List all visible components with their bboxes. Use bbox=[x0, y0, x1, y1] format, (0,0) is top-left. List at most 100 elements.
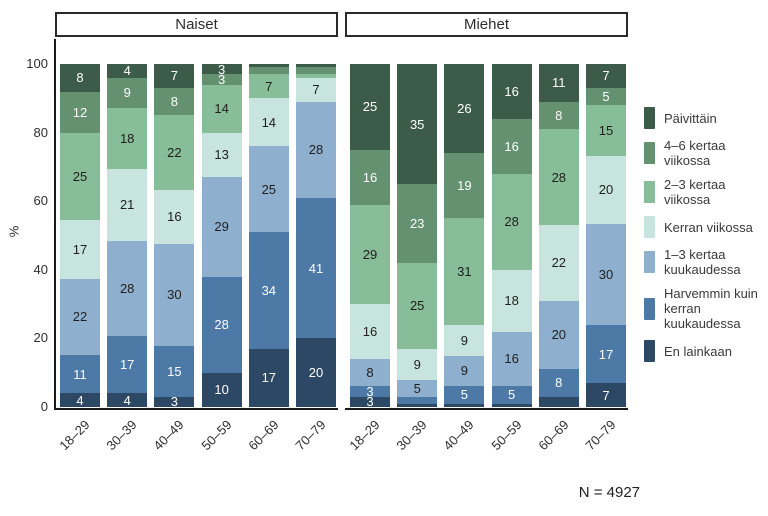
x-tick-label: 40–49 bbox=[150, 417, 187, 454]
bar-segment-label: 41 bbox=[308, 260, 324, 276]
bar-segment-label: 20 bbox=[551, 327, 567, 343]
bar-segment-label: 29 bbox=[362, 246, 378, 262]
bar-segment: 28 bbox=[107, 240, 148, 336]
bar-segment-label: 19 bbox=[457, 178, 472, 194]
x-tick-label: 30–39 bbox=[103, 417, 140, 454]
bar-segment: 5 bbox=[586, 87, 626, 105]
bar-segment-label: 4 bbox=[76, 392, 84, 408]
bar-segment-label: 7 bbox=[602, 387, 610, 403]
legend-swatch-icon bbox=[644, 251, 655, 273]
bar-segment: 12 bbox=[60, 91, 100, 134]
bar-segment-label: 28 bbox=[214, 317, 229, 333]
bar-segment-label: 17 bbox=[261, 370, 277, 386]
bar-segment: 25 bbox=[350, 64, 390, 150]
bar-segment-label: 18 bbox=[119, 131, 135, 147]
legend-swatch-icon bbox=[644, 142, 655, 164]
y-tick-label: 60 bbox=[33, 193, 48, 209]
bar-segment: 30 bbox=[154, 243, 195, 346]
bar-segment: 3 bbox=[350, 395, 390, 408]
bar-segment-label: 34 bbox=[261, 282, 277, 298]
bar-segment: 16 bbox=[154, 189, 195, 244]
bar-segment-label: 20 bbox=[308, 365, 324, 381]
legend-item: En lainkaan bbox=[644, 340, 764, 362]
bar-segment: 25 bbox=[397, 262, 438, 349]
x-axis-line bbox=[55, 408, 338, 410]
bar-naiset-70–79: 7 28 41 20 bbox=[296, 64, 336, 407]
bar-segment: 9 bbox=[107, 77, 148, 109]
panel-title-miehet: Miehet bbox=[345, 12, 628, 37]
bar-segment: 3 bbox=[154, 395, 195, 408]
bar-segment-label: 35 bbox=[409, 116, 425, 132]
bar-segment: 14 bbox=[201, 84, 242, 133]
bar-segment: 5 bbox=[444, 386, 485, 404]
bar-naiset-18–29: 8 12 25 17 22 11 4 bbox=[60, 64, 100, 407]
bar-segment bbox=[397, 403, 438, 407]
bar-segment: 16 bbox=[350, 304, 390, 359]
bar-segment: 22 bbox=[60, 278, 100, 355]
bar-segment-label: 16 bbox=[504, 83, 519, 99]
bar-segment bbox=[296, 67, 336, 75]
legend-label: Harvemmin kuin kerran kuukaudessa bbox=[664, 286, 758, 331]
legend-label: Kerran viikossa bbox=[664, 219, 753, 235]
x-tick-label: 40–49 bbox=[440, 417, 477, 454]
bar-segment: 13 bbox=[201, 132, 242, 178]
bar-segment-label: 31 bbox=[457, 263, 472, 279]
bar-segment: 7 bbox=[248, 74, 289, 99]
bar-segment-label: 16 bbox=[362, 324, 378, 340]
bar-segment: 8 bbox=[60, 64, 100, 92]
bar-segment-label: 30 bbox=[598, 267, 614, 283]
bar-segment: 16 bbox=[491, 118, 532, 174]
bar-segment: 17 bbox=[107, 335, 148, 394]
bar-segment: 4 bbox=[107, 63, 148, 79]
bar-segment: 4 bbox=[60, 393, 100, 407]
bar-segment: 22 bbox=[154, 114, 195, 190]
bar-naiset-30–39: 4 9 18 21 28 17 4 bbox=[107, 63, 148, 408]
bar-segment-label: 9 bbox=[460, 363, 468, 379]
bar-segment: 11 bbox=[538, 64, 579, 102]
bar-segment-label: 25 bbox=[362, 99, 378, 115]
x-tick-label: 50–59 bbox=[198, 417, 235, 454]
bar-segment bbox=[296, 64, 336, 68]
bar-segment: 29 bbox=[201, 177, 242, 277]
bar-segment: 21 bbox=[107, 169, 148, 241]
bar-segment-label: 7 bbox=[170, 68, 178, 84]
bar-segment-label: 23 bbox=[409, 215, 425, 231]
bar-segment-label: 3 bbox=[217, 61, 226, 77]
bar-segment: 26 bbox=[444, 64, 485, 154]
bar-segment-label: 26 bbox=[457, 101, 472, 117]
x-tick-label: 50–59 bbox=[488, 417, 525, 454]
bar-segment-label: 7 bbox=[312, 82, 320, 98]
bar-segment: 10 bbox=[201, 372, 242, 407]
bar-segment bbox=[491, 403, 532, 407]
bar-segment: 14 bbox=[248, 98, 289, 147]
legend-swatch-icon bbox=[644, 340, 655, 362]
bar-miehet-40–49: 26 19 31 9 9 5 bbox=[444, 64, 485, 407]
bar-segment: 34 bbox=[248, 232, 289, 349]
bar-segment-label: 7 bbox=[602, 68, 610, 84]
bar-segment-label: 20 bbox=[598, 182, 614, 198]
bar-segment: 9 bbox=[444, 324, 485, 356]
bar-segment bbox=[538, 396, 579, 407]
bar-segment: 7 bbox=[586, 64, 626, 88]
bar-segment-label: 13 bbox=[214, 147, 229, 163]
bar-segment: 28 bbox=[538, 129, 579, 226]
bar-segment-label: 30 bbox=[167, 287, 182, 303]
bar-segment bbox=[296, 74, 336, 78]
bar-segment: 15 bbox=[586, 104, 626, 156]
bar-segment-label: 4 bbox=[123, 63, 131, 79]
bar-segment-label: 29 bbox=[214, 219, 229, 235]
legend-label: 4–6 kertaa viikossa bbox=[664, 138, 726, 168]
bar-segment-label: 25 bbox=[409, 298, 425, 314]
bar-segment: 16 bbox=[491, 64, 532, 119]
bar-segment bbox=[444, 403, 485, 407]
bar-segment-label: 9 bbox=[123, 85, 131, 101]
legend-item: 4–6 kertaa viikossa bbox=[644, 138, 764, 168]
bar-segment bbox=[248, 67, 289, 75]
bar-segment-label: 4 bbox=[123, 392, 131, 408]
bar-segment: 23 bbox=[397, 184, 438, 263]
bar-segment: 25 bbox=[248, 146, 289, 233]
y-tick-label: 0 bbox=[40, 399, 48, 414]
legend-swatch-icon bbox=[644, 181, 655, 203]
bar-segment: 28 bbox=[201, 276, 242, 373]
bar-segment: 19 bbox=[444, 153, 485, 219]
